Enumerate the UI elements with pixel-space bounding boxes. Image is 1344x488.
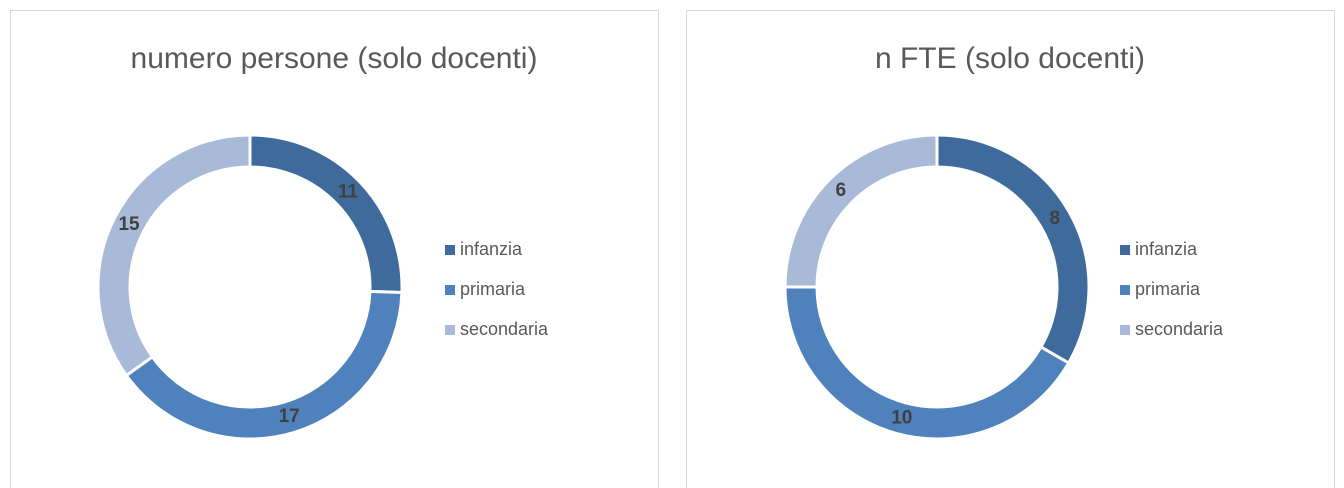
data-label: 15 [118,214,140,235]
data-label: 11 [338,182,359,203]
data-label: 8 [1049,208,1060,229]
data-label: 10 [891,407,912,428]
chart-title: numero persone (solo docenti) [131,42,538,75]
legend-label: infanzia [1135,239,1198,259]
legend-swatch [445,325,455,335]
legend-swatch [1120,325,1130,335]
chart-title: n FTE (solo docenti) [875,42,1145,75]
legend-swatch [1120,285,1130,295]
data-label: 17 [279,406,300,427]
legend-swatch [445,285,455,295]
donut-segment [783,133,939,289]
legend-label: primaria [460,279,526,299]
legend-label: secondaria [460,319,549,339]
legend-label: secondaria [1135,319,1224,339]
legend-swatch [445,245,455,255]
legend-label: primaria [1135,279,1201,299]
legend-label: infanzia [460,239,523,259]
legend-swatch [1120,245,1130,255]
donut-segment [96,133,252,378]
data-label: 6 [836,180,847,201]
